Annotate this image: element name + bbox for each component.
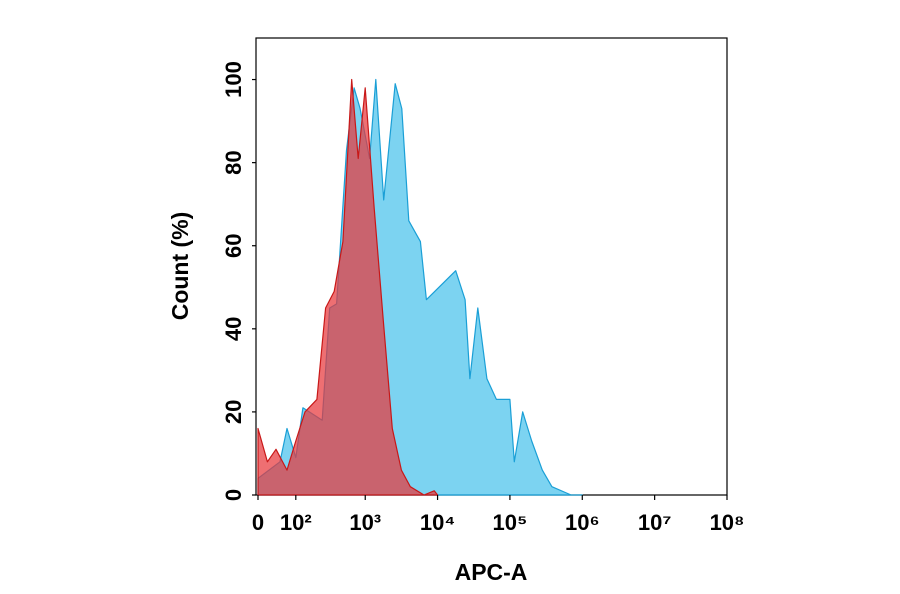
x-tick-label: 10⁸ bbox=[710, 510, 745, 535]
x-tick-label: 0 bbox=[252, 510, 264, 535]
y-tick-label: 40 bbox=[221, 317, 246, 341]
x-tick-label: 10⁷ bbox=[638, 510, 672, 535]
y-tick-label: 0 bbox=[221, 489, 246, 501]
y-tick-label: 20 bbox=[221, 400, 246, 424]
x-tick-label: 10² bbox=[280, 510, 312, 535]
x-tick-label: 10⁶ bbox=[565, 510, 600, 535]
x-tick-label: 10³ bbox=[349, 510, 381, 535]
y-axis-title: Count (%) bbox=[167, 212, 193, 321]
y-tick-label: 100 bbox=[221, 61, 246, 98]
x-tick-label: 10⁵ bbox=[493, 510, 528, 535]
data-layer bbox=[257, 78, 583, 496]
x-axis-title: APC-A bbox=[455, 559, 528, 585]
y-tick-label: 80 bbox=[221, 150, 246, 174]
histogram-area bbox=[257, 78, 439, 496]
x-tick-label: 10⁴ bbox=[420, 510, 455, 535]
y-tick-label: 60 bbox=[221, 233, 246, 257]
